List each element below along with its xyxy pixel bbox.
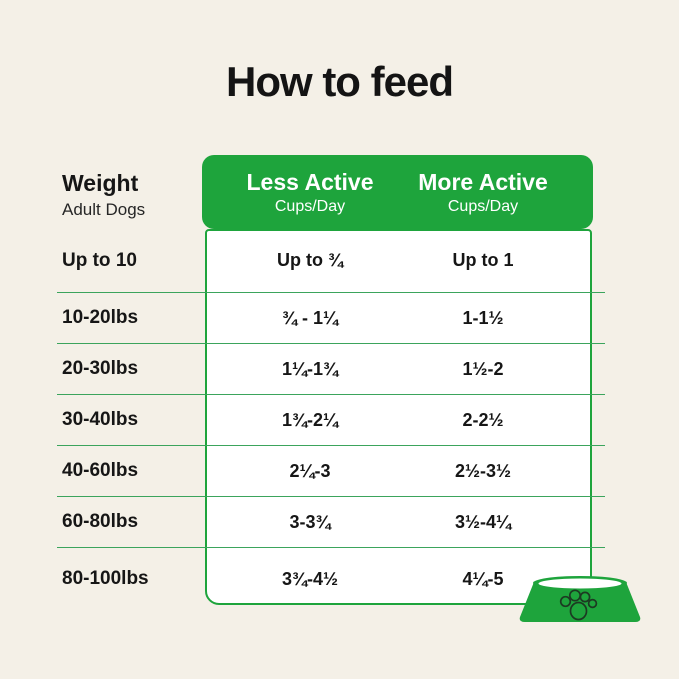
- less-active-label: Less Active: [246, 168, 374, 195]
- less-active-column-header: Less Active Cups/Day: [205, 169, 415, 216]
- table-row: 80-100lbs 3¾-4½ 4¼-5: [57, 548, 605, 610]
- less-active-value: 1¼-1¾: [281, 358, 339, 379]
- weight-cell: 60-80lbs: [62, 511, 139, 532]
- less-active-value: Up to ¾: [277, 250, 343, 270]
- more-active-value: 1½-2: [462, 358, 504, 379]
- less-active-value: 3-3¾: [289, 511, 331, 532]
- table-row: 30-40lbs 1¾-2¼ 2-2½: [57, 395, 605, 446]
- weight-column-header: Weight Adult Dogs: [62, 170, 145, 220]
- table-row: 40-60lbs 2¼-3 2½-3½: [57, 446, 605, 497]
- weight-cell: 80-100lbs: [62, 568, 149, 589]
- weight-cell: 30-40lbs: [62, 409, 139, 430]
- weight-cell: 10-20lbs: [62, 307, 139, 328]
- more-active-value: 3½-4¼: [454, 511, 512, 532]
- less-active-value: 1¾-2¼: [281, 409, 339, 430]
- weight-label: Weight: [62, 170, 139, 196]
- table-rows: Up to 10 Up to ¾ Up to 1 10-20lbs ¾ - 1¼…: [57, 229, 605, 610]
- weight-cell: 20-30lbs: [62, 358, 139, 379]
- more-active-value: 2½-3½: [454, 460, 512, 481]
- weight-cell: 40-60lbs: [62, 460, 139, 481]
- more-active-value: 1-1½: [462, 307, 504, 328]
- less-active-value: 3¾-4½: [281, 568, 339, 589]
- activity-columns-header: Less Active Cups/Day More Active Cups/Da…: [202, 155, 593, 229]
- more-active-column-header: More Active Cups/Day: [415, 169, 551, 216]
- adult-dogs-label: Adult Dogs: [62, 200, 146, 219]
- less-active-value: 2¼-3: [289, 460, 331, 481]
- table-row: Up to 10 Up to ¾ Up to 1: [57, 229, 605, 293]
- less-active-value: ¾ - 1¼: [281, 307, 339, 328]
- more-active-value: 4¼-5: [462, 568, 504, 589]
- more-active-value: Up to 1: [452, 250, 514, 270]
- more-active-units: Cups/Day: [447, 197, 519, 215]
- table-body-panel: [205, 229, 592, 605]
- dog-bowl-paw-icon: [517, 576, 643, 626]
- page-title: How to feed: [226, 58, 454, 105]
- weight-cell: Up to 10: [62, 249, 137, 271]
- table-row: 10-20lbs ¾ - 1¼ 1-1½: [57, 293, 605, 344]
- table-row: 60-80lbs 3-3¾ 3½-4¼: [57, 497, 605, 548]
- more-active-value: 2-2½: [462, 409, 504, 430]
- less-active-units: Cups/Day: [274, 197, 346, 215]
- more-active-label: More Active: [418, 168, 548, 195]
- table-row: 20-30lbs 1¼-1¾ 1½-2: [57, 344, 605, 395]
- feeding-table: Weight Adult Dogs Less Active Cups/Day M…: [57, 155, 605, 607]
